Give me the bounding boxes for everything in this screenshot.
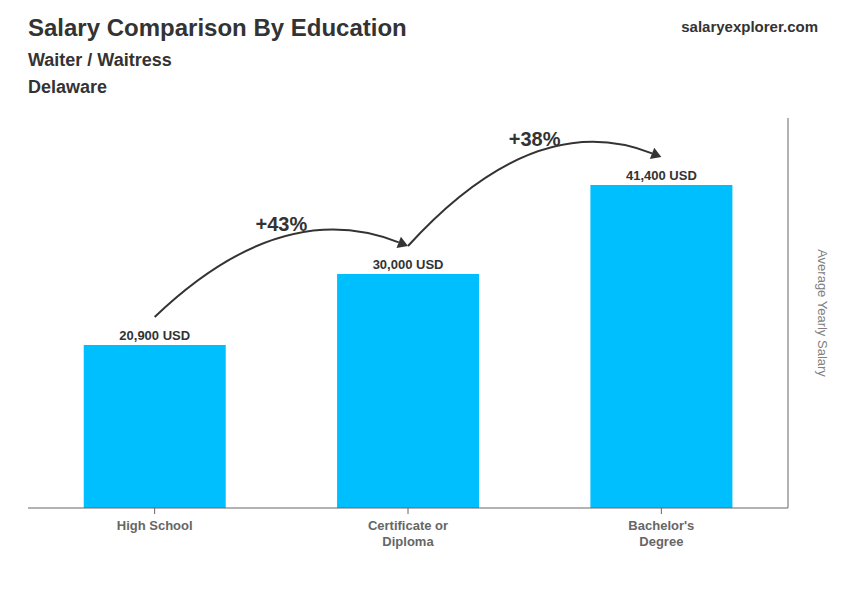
svg-text:High School: High School (117, 518, 193, 533)
svg-text:20,900 USD: 20,900 USD (119, 328, 190, 343)
svg-text:Certificate orDiploma: Certificate orDiploma (368, 518, 448, 549)
html-text:Delaware: Delaware (28, 77, 108, 97)
svg-text:Average Yearly Salary: Average Yearly Salary (815, 249, 830, 377)
svg-text:Bachelor'sDegree: Bachelor'sDegree (628, 518, 694, 549)
svg-text:+43%: +43% (255, 213, 307, 235)
html-text:salary explorer.com: salary explorer.com (681, 18, 818, 35)
svg-text:30,000 USD: 30,000 USD (373, 257, 444, 272)
html-text:Waiter / Waitress: Waiter / Waitress (28, 50, 172, 70)
svg-text:+38%: +38% (509, 128, 561, 150)
svg-text:41,400 USD: 41,400 USD (626, 168, 697, 183)
html-text:Salary Comparison By Education: Salary Comparison By Education (28, 14, 407, 41)
